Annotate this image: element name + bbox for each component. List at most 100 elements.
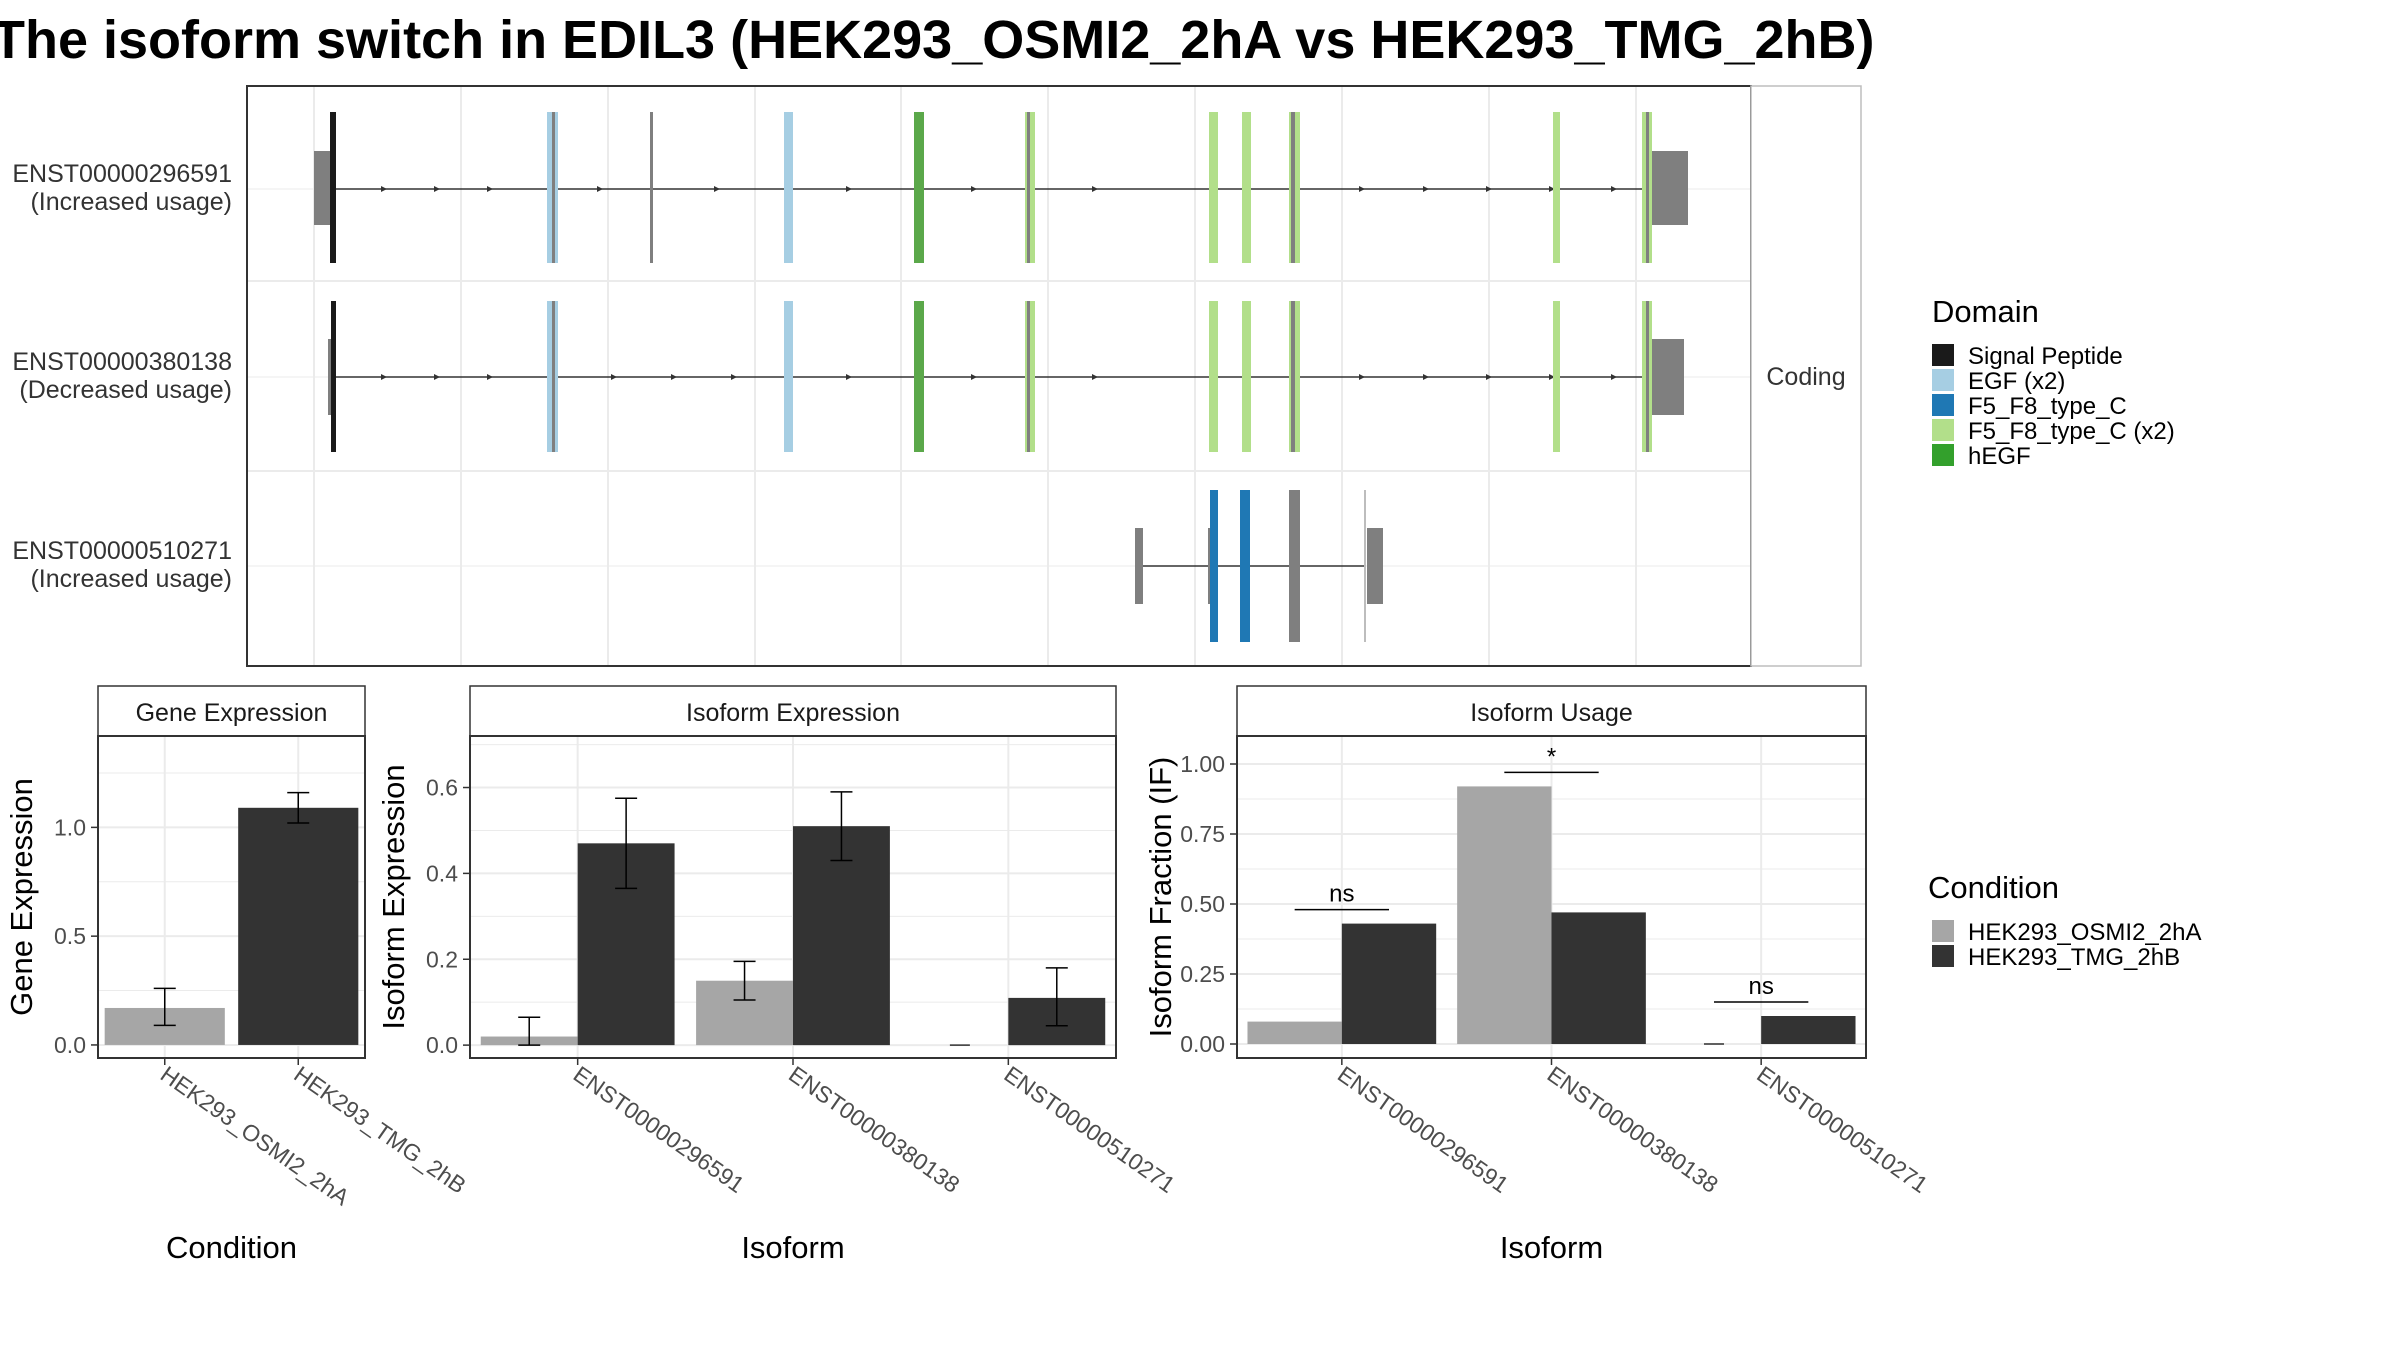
domain-legend-swatch [1932,344,1954,366]
domain-legend-item: Signal Peptide [1932,343,2123,370]
panel-strip [1236,685,1867,737]
panel-strip-title: Isoform Expression [686,699,900,727]
transcript-1-exon-f5f8-2 [1209,112,1218,263]
domain-legend-label: EGF (x2) [1968,368,2065,395]
transcript-3-utr-3prime [1367,528,1383,604]
bar-panels: Gene Expression0.00.51.0HEK293_OSMI2_2hA… [4,685,1933,1265]
figure-title: The isoform switch in EDIL3 (HEK293_OSMI… [0,10,1875,70]
significance-label: ns [1329,881,1354,908]
x-tick-label: ENST00000510271 [999,1061,1179,1198]
transcript-2-utr-5prime [328,339,331,415]
transcript-2-exon-f5f8-5 [1553,301,1560,452]
domain-legend-item: hEGF [1932,443,2031,470]
structure-panel: Coding ENST00000296591 (Increased usage)… [12,85,1862,667]
transcript-2-exon-hegf [914,301,924,452]
transcript-3-exon-f5f8-2 [1240,490,1250,642]
transcript-2-utr-3prime [1652,339,1684,415]
y-axis-title: Isoform Fraction (IF) [1143,757,1178,1038]
transcript-2-label: ENST00000380138 [12,348,232,376]
transcript-1-exon-signal-peptide [330,112,336,263]
panel-strip-title: Gene Expression [136,699,328,727]
condition-legend: Condition HEK293_OSMI2_2hA HEK293_TMG_2h… [1928,870,2201,971]
transcript-2-usage: (Decreased usage) [19,376,232,404]
y-tick-label: 1.00 [1180,751,1225,777]
condition-legend-item: HEK293_TMG_2hB [1932,944,2180,971]
condition-legend-title: Condition [1928,870,2059,905]
transcript-3-label: ENST00000510271 [12,537,232,565]
domain-legend-swatch [1932,394,1954,416]
transcript-2-intron-arrows [381,374,1617,380]
y-tick-label: 0.4 [426,860,458,886]
domain-legend-title: Domain [1932,294,2039,329]
x-axis-title: Isoform [1500,1230,1603,1265]
significance-label: * [1547,743,1556,770]
structure-strip-label: Coding [1766,363,1845,391]
x-tick-label: ENST00000296591 [569,1061,749,1198]
transcript-2-structure [328,301,1684,452]
transcript-2-exon-f5f8-3 [1242,301,1251,452]
x-axis-title: Condition [166,1230,297,1265]
transcript-3-exon-noncoding [1289,490,1300,642]
transcript-1-exon-f5f8-5 [1553,112,1560,263]
transcript-1-exon-egf-2 [784,112,793,263]
transcript-1-exon-uncoded [650,112,653,263]
y-tick-label: 0.0 [54,1032,86,1058]
transcript-1-structure [314,112,1688,263]
bar [238,807,359,1045]
domain-legend-label: F5_F8_type_C (x2) [1968,418,2175,445]
y-axis-title: Isoform Expression [376,764,411,1029]
y-tick-label: 0.6 [426,775,458,801]
panel-strip [97,685,366,737]
y-tick-label: 0.5 [54,923,86,949]
y-tick-label: 1.0 [54,814,86,840]
panel-border [97,735,366,1059]
domain-legend-item: F5_F8_type_C (x2) [1932,418,2175,445]
y-tick-label: 0.25 [1180,961,1225,987]
panel-strip-title: Isoform Usage [1470,699,1633,727]
domain-legend-item: EGF (x2) [1932,368,2065,395]
domain-legend-label: hEGF [1968,443,2031,470]
panel-strip [469,685,1117,737]
y-tick-label: 0.50 [1180,891,1225,917]
x-tick-label: ENST00000380138 [1543,1061,1723,1198]
bar [1761,1016,1856,1044]
transcript-3-exon-f5f8-1 [1210,490,1218,642]
bar [1341,923,1437,1044]
y-tick-label: 0.75 [1180,821,1225,847]
transcript-1-exon-f5f8-3 [1242,112,1251,263]
transcript-3-structure [1135,490,1383,642]
y-tick-label: 0.0 [426,1032,458,1058]
significance-label: ns [1748,973,1773,1000]
bar-panel-3: Isoform Usage ns * ns 0.00 0.25 0.50 0.75 1.00 EN… [1143,685,1933,1265]
bar [1247,1021,1342,1044]
transcript-2-exon-egf-2 [784,301,793,452]
y-tick-label: 0.00 [1180,1031,1225,1057]
x-tick-label: ENST00000380138 [784,1061,964,1198]
condition-legend-item: HEK293_OSMI2_2hA [1932,919,2201,946]
structure-panel-background [247,86,1751,666]
transcript-1-utr-5prime [314,151,330,225]
transcript-1-label: ENST00000296591 [12,160,232,188]
y-tick-label: 0.2 [426,946,458,972]
transcript-1-usage: (Increased usage) [30,188,232,216]
bar [1551,912,1646,1044]
domain-legend-item: F5_F8_type_C [1932,393,2127,420]
bar-panel-2: Isoform Expression 0.0 0.2 0.4 0.6 ENST000002… [376,685,1180,1265]
x-tick-label: ENST00000510271 [1752,1061,1932,1198]
transcript-2-exon-signal-peptide [331,301,336,452]
transcript-3-utr-5prime [1135,528,1143,604]
domain-legend: Domain Signal Peptide EGF (x2) F5_F8_typ… [1932,294,2175,470]
domain-legend-label: F5_F8_type_C [1968,393,2127,420]
transcript-1-intron-arrows [381,186,1617,192]
condition-legend-label: HEK293_OSMI2_2hA [1968,919,2201,946]
domain-legend-label: Signal Peptide [1968,343,2123,370]
x-axis-title: Isoform [741,1230,844,1265]
domain-legend-swatch [1932,369,1954,391]
structure-strip [1750,85,1862,667]
transcript-2-exon-f5f8-2 [1209,301,1218,452]
transcript-1-utr-3prime [1652,151,1688,225]
transcript-1-exon-hegf [914,112,924,263]
x-tick-label: ENST00000296591 [1333,1061,1513,1198]
domain-legend-swatch [1932,444,1954,466]
